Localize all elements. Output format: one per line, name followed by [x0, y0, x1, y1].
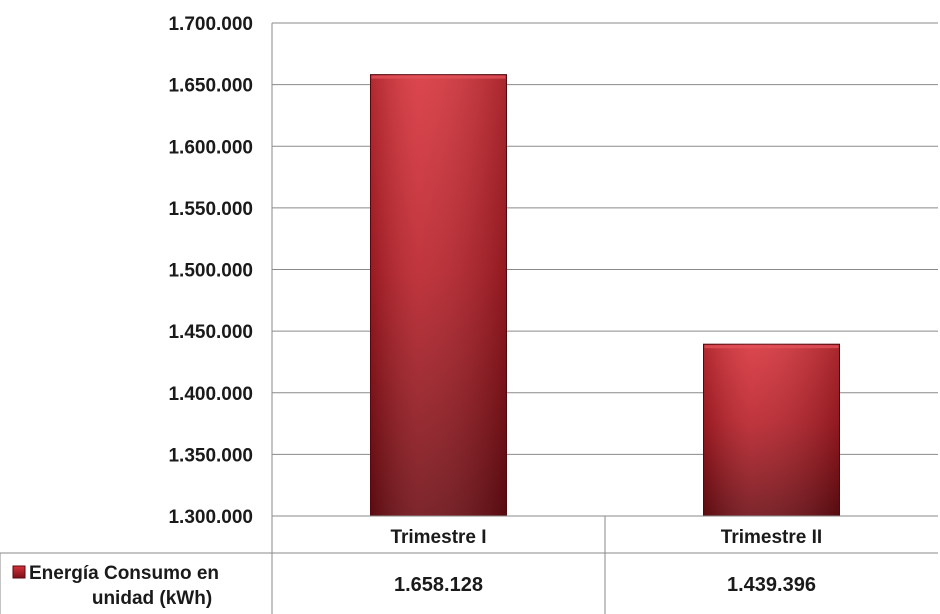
bar-top-highlight	[704, 345, 839, 349]
bar-shading	[703, 344, 840, 516]
data-value-label: 1.658.128	[394, 574, 483, 596]
legend-swatch	[12, 565, 26, 579]
bar-top-highlight	[371, 75, 506, 79]
x-category-label: Trimestre I	[390, 527, 486, 548]
y-tick-label: 1.500.000	[168, 261, 253, 282]
y-tick-label: 1.450.000	[168, 322, 253, 343]
y-tick-label: 1.350.000	[168, 445, 253, 466]
y-tick-label: 1.300.000	[168, 507, 253, 528]
legend-label-line-1: Energía Consumo en	[29, 563, 219, 584]
y-axis-tick-labels: 1.300.000 1.350.000 1.400.000 1.450.000 1.50…	[168, 14, 253, 528]
x-category-label: Trimestre II	[721, 527, 822, 548]
bar-shading	[370, 74, 507, 516]
data-table: Trimestre I 1.658.128 Trimestre II 1.439.39…	[0, 515, 938, 614]
legend-label-line-2: unidad (kWh)	[92, 588, 212, 609]
y-tick-label: 1.400.000	[168, 384, 253, 405]
y-tick-label: 1.650.000	[168, 76, 253, 97]
y-tick-label: 1.550.000	[168, 199, 253, 220]
y-tick-label: 1.600.000	[168, 137, 253, 158]
data-value-label: 1.439.396	[727, 574, 816, 596]
bars	[370, 74, 840, 517]
y-tick-label: 1.700.000	[168, 14, 253, 35]
